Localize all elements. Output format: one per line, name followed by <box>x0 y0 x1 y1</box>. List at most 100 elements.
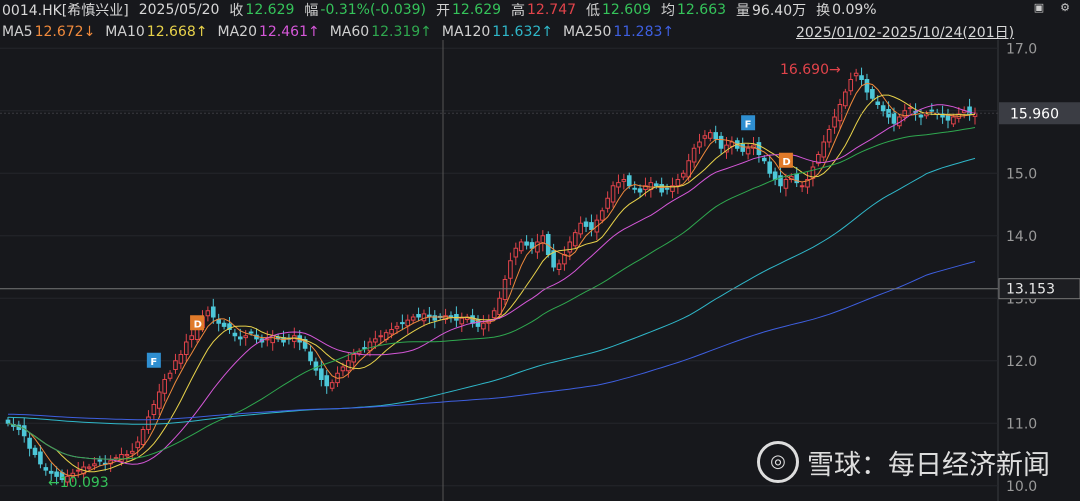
candle-body <box>821 141 827 158</box>
candle-body <box>146 416 151 430</box>
candle-body <box>167 372 173 379</box>
candle-body <box>362 347 367 350</box>
candle-body <box>313 361 319 371</box>
high-label: 高 <box>511 3 526 19</box>
ma-value-ma120: 11.632↑ <box>492 24 554 40</box>
ma-line-ma20 <box>7 104 976 465</box>
high-value: 12.747 <box>527 2 577 18</box>
candle-body <box>572 232 578 247</box>
candle-body <box>124 454 130 457</box>
ma-label-ma120: MA120 <box>441 24 491 40</box>
candle-body <box>605 197 610 209</box>
candle-body <box>329 382 335 389</box>
candle-body <box>394 325 400 329</box>
ma-line-ma120 <box>7 157 976 425</box>
candle-body <box>491 310 497 319</box>
candle-body <box>416 314 421 318</box>
candle-body <box>907 107 913 110</box>
candle-body <box>86 466 92 469</box>
ma-line-ma60 <box>7 127 976 460</box>
candle-body <box>237 336 243 340</box>
candle-body <box>75 469 81 472</box>
candle-body <box>535 241 540 253</box>
signal-marker-label: F <box>745 119 752 130</box>
candle-body <box>319 368 324 380</box>
candle-body <box>848 79 854 92</box>
candle-body <box>43 467 49 471</box>
candle-body <box>27 437 32 449</box>
candle-body <box>626 175 632 187</box>
current-price-tag <box>999 102 1080 125</box>
candle-body <box>173 360 178 370</box>
candle-body <box>518 241 524 252</box>
candle-body <box>151 404 157 415</box>
candle-body <box>97 459 103 462</box>
candle-body <box>502 279 508 300</box>
candle-body <box>308 351 313 362</box>
date-range[interactable]: 2025/01/02-2025/10/24(201日) <box>796 25 1015 41</box>
ma-line-ma5 <box>7 82 976 477</box>
candle-body <box>346 360 351 372</box>
ma-value-ma20: 12.461↑ <box>258 24 320 40</box>
avg-value: 12.663 <box>677 2 727 18</box>
candle-body <box>367 341 373 352</box>
candle-body <box>70 472 76 477</box>
candle-body <box>562 254 567 265</box>
candle-body <box>707 132 713 139</box>
candle-body <box>762 157 767 162</box>
candle-body <box>232 332 238 337</box>
candle-body <box>880 105 886 112</box>
candle-body <box>870 89 875 99</box>
candle-body <box>389 329 394 335</box>
candle-body <box>432 315 438 321</box>
candle-body <box>929 109 935 112</box>
candle-body <box>216 319 221 324</box>
quote-header: 0014.HK[希慎兴业] 2025/05/20 收 12.629 幅 -0.31%… <box>0 0 1080 20</box>
candle-body <box>826 129 832 143</box>
candle-body <box>664 187 670 190</box>
candle-body <box>843 91 848 107</box>
candle-body <box>832 116 837 128</box>
candle-body <box>940 113 945 118</box>
menu-icon[interactable]: ▣ <box>1033 1 1045 14</box>
ma-label-ma10: MA10 <box>105 24 145 40</box>
candle-body <box>659 184 664 193</box>
candle-body <box>783 179 789 189</box>
candle-body <box>713 132 718 140</box>
candle-body <box>951 116 956 125</box>
candle-body <box>891 112 897 124</box>
candle-body <box>875 101 881 105</box>
candle-body <box>324 375 330 387</box>
candle-body <box>162 379 167 394</box>
ma-line-ma10 <box>7 94 976 473</box>
candle-body <box>540 235 546 244</box>
ma-value-ma5: 12.672↓ <box>34 24 96 40</box>
candle-body <box>918 114 924 118</box>
candle-body <box>740 144 746 152</box>
candle-body <box>599 210 605 221</box>
open-value: 12.629 <box>452 2 502 18</box>
candle-body <box>697 141 702 148</box>
candle-body <box>816 154 821 164</box>
candle-body <box>92 463 97 467</box>
candle-body <box>513 247 519 258</box>
candle-body <box>459 317 465 325</box>
candle-body <box>718 135 724 149</box>
candle-body <box>210 306 216 318</box>
candle-body <box>32 447 38 455</box>
candle-body <box>119 454 124 462</box>
candle-body <box>653 183 659 187</box>
candle-body <box>621 179 627 182</box>
candle-body <box>189 335 194 340</box>
candle-body <box>578 222 583 235</box>
ma-line-ma250 <box>7 261 976 421</box>
candle-body <box>183 341 189 355</box>
crosshair-price-label: 13.153 <box>1006 282 1055 298</box>
candle-body <box>54 471 59 477</box>
candle-body <box>508 260 513 279</box>
settings-icon[interactable]: ⚙ <box>1060 1 1070 14</box>
candle-body <box>610 185 616 203</box>
quote-date: 2025/05/20 <box>138 2 220 18</box>
stock-code: 0014.HK[希慎兴业] <box>2 3 129 19</box>
